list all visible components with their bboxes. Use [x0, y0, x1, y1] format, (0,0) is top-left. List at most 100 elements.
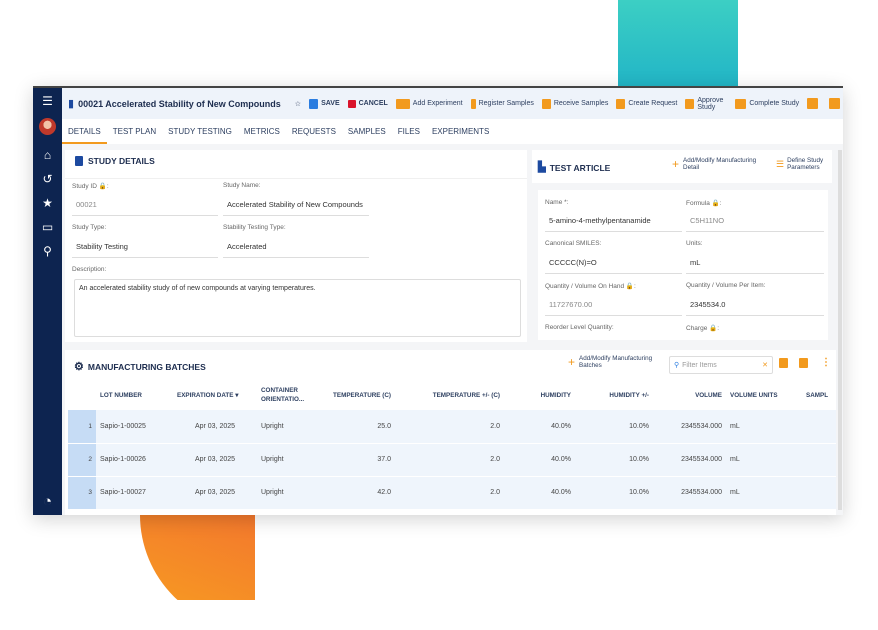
list-icon — [541, 98, 551, 109]
experiment-icon — [395, 98, 410, 109]
tab-details[interactable]: DETAILS — [62, 119, 107, 144]
study-type-label: Study Type: — [72, 224, 107, 231]
formula-field: C5H11NO — [686, 214, 824, 232]
add-batches-button[interactable]: + Add/Modify Manufacturing Batches — [568, 355, 653, 370]
col-sample[interactable]: SAMPL — [806, 391, 829, 399]
table-cell: 40.0% — [504, 443, 575, 477]
table-row[interactable]: 1 Sapio-1-00025 Apr 03, 2025 Upright 25.0 2.0… — [68, 410, 836, 444]
more-options-icon[interactable]: ⋮ — [821, 357, 831, 368]
filter-input[interactable]: ⚲ Filter Items ✕ — [669, 356, 773, 374]
study-name-field[interactable]: Accelerated Stability of New Compounds — [223, 198, 369, 216]
table-row[interactable]: 2 Sapio-1-00026 Apr 03, 2025 Upright 37.0 2.0… — [68, 443, 836, 477]
col-volume[interactable]: VOLUME — [695, 391, 722, 399]
decorative-teal-block — [618, 0, 738, 86]
book-icon: ▮ — [68, 98, 75, 110]
list-settings-icon: ☰ — [776, 159, 785, 170]
checklist-button[interactable] — [829, 98, 843, 109]
table-row[interactable]: 3 Sapio-1-00027 Apr 03, 2025 Upright 42.0 2.0… — [68, 476, 836, 510]
home-icon[interactable]: ⌂ — [43, 148, 52, 162]
description-textarea[interactable]: An accelerated stability study of of new… — [74, 279, 521, 337]
gear-icon: ⚙ — [74, 361, 84, 373]
plus-icon: + — [568, 355, 576, 370]
col-volume-units[interactable]: VOLUME UNITS — [730, 391, 778, 399]
study-id-field: 00021 — [72, 198, 218, 216]
clipboard-check-icon — [829, 98, 841, 109]
toolbar: ▮ 00021 Accelerated Stability of New Com… — [62, 88, 843, 119]
chat-icon[interactable]: ▭ — [41, 220, 54, 234]
units-label: Units: — [686, 240, 703, 247]
clear-icon[interactable]: ✕ — [762, 362, 768, 369]
table-cell: Upright — [257, 476, 319, 510]
history-icon[interactable]: ↺ — [42, 172, 53, 186]
report-button[interactable] — [807, 98, 821, 109]
charge-label: Charge 🔒: — [686, 325, 720, 332]
col-temperature[interactable]: TEMPERATURE (C) — [333, 391, 391, 399]
search-icon: ⚲ — [674, 362, 680, 369]
table-cell: Apr 03, 2025 — [173, 476, 257, 510]
save-button[interactable]: SAVE — [309, 98, 340, 109]
table-cell: 40.0% — [504, 476, 575, 510]
table-cell: 2.0 — [395, 443, 504, 477]
tab-experiments[interactable]: EXPERIMENTS — [431, 127, 490, 136]
approve-study-button[interactable]: Approve Study — [685, 97, 727, 111]
quantity-per-item-label: Quantity / Volume Per Item: — [686, 282, 766, 289]
table-cell: mL — [726, 443, 802, 477]
col-humidity[interactable]: HUMIDITY — [540, 391, 571, 399]
table-cell: 2345534.000 — [653, 476, 726, 510]
col-container-orientation[interactable]: CONTAINER ORIENTATIO... — [261, 387, 305, 403]
table-cell: Apr 03, 2025 — [173, 443, 257, 477]
register-samples-button[interactable]: Register Samples — [470, 98, 534, 109]
search-icon[interactable]: ⚲ — [43, 244, 52, 258]
define-study-parameters-button[interactable]: ☰ Define Study Parameters — [776, 157, 824, 171]
menu-icon[interactable]: ☰ — [42, 94, 53, 108]
table-header-row: LOT NUMBER EXPIRATION DATE ▾ CONTAINER O… — [68, 380, 836, 410]
name-field[interactable]: 5-amino-4-methylpentanamide — [545, 214, 682, 232]
table-cell: 42.0 — [319, 476, 395, 510]
avatar[interactable] — [33, 118, 62, 138]
add-experiment-button[interactable]: Add Experiment — [395, 98, 463, 109]
tab-requests[interactable]: REQUESTS — [291, 127, 336, 136]
study-type-field[interactable]: Stability Testing — [72, 240, 218, 258]
receive-samples-button[interactable]: Receive Samples — [541, 98, 608, 109]
cancel-button[interactable]: CANCEL — [347, 99, 388, 108]
quantity-per-item-field[interactable]: 2345534.0 — [686, 298, 824, 316]
tab-study-testing[interactable]: STUDY TESTING — [168, 127, 232, 136]
table-cell: 10.0% — [575, 443, 653, 477]
col-humidity-tolerance[interactable]: HUMIDITY +/- — [609, 391, 649, 399]
create-request-button[interactable]: Create Request — [616, 98, 677, 109]
batches-header: ⚙ MANUFACTURING BATCHES — [74, 361, 206, 373]
scrollbar[interactable] — [838, 150, 842, 510]
table-cell: 10.0% — [575, 476, 653, 510]
stability-type-field[interactable]: Accelerated — [223, 240, 369, 258]
tab-samples[interactable]: SAMPLES — [347, 127, 386, 136]
table-cell: Sapio-1-00026 — [96, 443, 173, 477]
col-temperature-tolerance[interactable]: TEMPERATURE +/- (C) — [432, 391, 500, 399]
smiles-field[interactable]: CCCCC(N)=O — [545, 256, 682, 274]
study-details-panel: STUDY DETAILS Study ID 🔒: 00021 Study Na… — [65, 150, 527, 342]
table-cell: 25.0 — [319, 410, 395, 444]
description-label: Description: — [72, 266, 107, 273]
add-manufacturing-detail-button[interactable]: + Add/Modify Manufacturing Detail — [672, 157, 757, 172]
quantity-on-hand-field: 11727670.00 — [545, 298, 682, 316]
page-title: 00021 Accelerated Stability of New Compo… — [78, 98, 281, 109]
table-cell: 2345534.000 — [653, 443, 726, 477]
approve-icon — [685, 98, 695, 109]
request-icon — [616, 98, 626, 109]
complete-study-button[interactable]: Complete Study — [735, 98, 799, 109]
tab-metrics[interactable]: METRICS — [243, 127, 280, 136]
folder-icon — [735, 98, 747, 109]
col-expiration-date[interactable]: EXPIRATION DATE ▾ — [177, 391, 239, 399]
table-settings-icon[interactable] — [779, 358, 788, 368]
table-cell: 1 — [68, 410, 96, 444]
units-field[interactable]: mL — [686, 256, 824, 274]
plus-icon: + — [672, 157, 680, 172]
table-cell — [802, 443, 836, 477]
col-lot-number[interactable]: LOT NUMBER — [100, 391, 142, 399]
tab-files[interactable]: FILES — [397, 127, 420, 136]
manufacturing-batches-panel: ⚙ MANUFACTURING BATCHES + Add/Modify Manuf… — [65, 350, 836, 515]
star-icon[interactable]: ★ — [42, 196, 53, 210]
app-window: ☰ ⌂ ↺ ★ ▭ ⚲ ◔ ▮ 00021 Accelerated Stabil… — [33, 86, 843, 515]
export-icon[interactable] — [799, 358, 808, 368]
favorite-star-icon[interactable]: ☆ — [294, 100, 302, 108]
tab-test-plan[interactable]: TEST PLAN — [112, 127, 157, 136]
